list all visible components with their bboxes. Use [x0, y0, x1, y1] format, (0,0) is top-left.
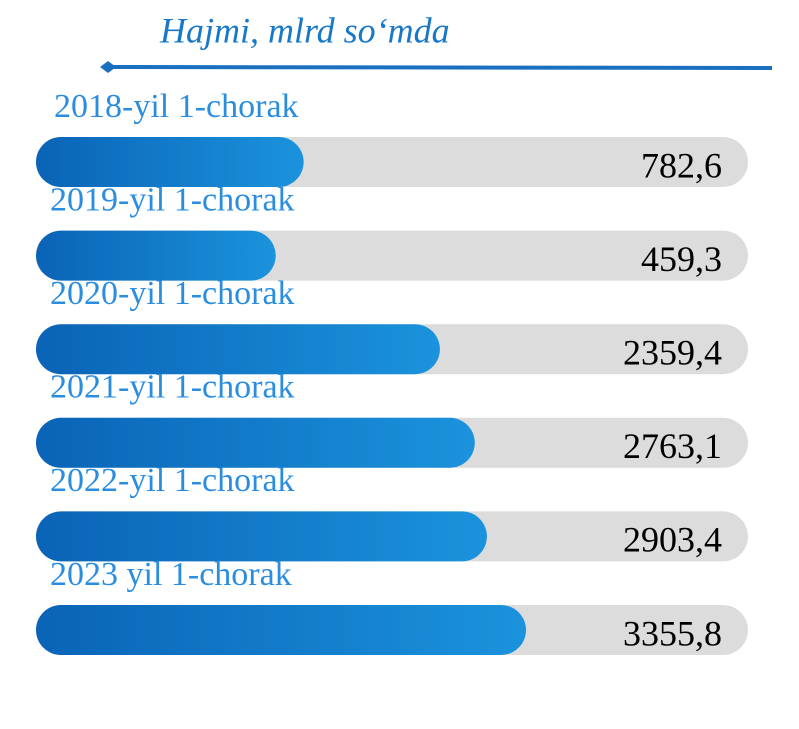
value-label: 782,6: [641, 145, 722, 185]
chart-title: Hajmi, mlrd so‘mda: [159, 10, 450, 50]
value-label: 2763,1: [623, 426, 722, 466]
category-label: 2020-yil 1-chorak: [50, 275, 295, 312]
value-label: 2903,4: [623, 520, 722, 560]
category-label: 2018-yil 1-chorak: [54, 88, 299, 125]
category-label: 2021-yil 1-chorak: [50, 369, 295, 406]
category-label: 2022-yil 1-chorak: [50, 462, 295, 499]
bar: [36, 137, 304, 187]
value-label: 3355,8: [623, 613, 722, 653]
rule-diamond: [100, 61, 116, 73]
value-label: 459,3: [641, 239, 722, 279]
bar: [36, 417, 475, 468]
bar: [36, 324, 440, 375]
bar: [36, 230, 276, 281]
title-rule: [107, 65, 773, 70]
value-label: 2359,4: [623, 332, 722, 372]
category-label: 2019-yil 1-chorak: [50, 181, 295, 218]
bar: [36, 605, 526, 655]
bar: [36, 511, 487, 562]
category-label: 2023 yil 1-chorak: [50, 556, 292, 593]
